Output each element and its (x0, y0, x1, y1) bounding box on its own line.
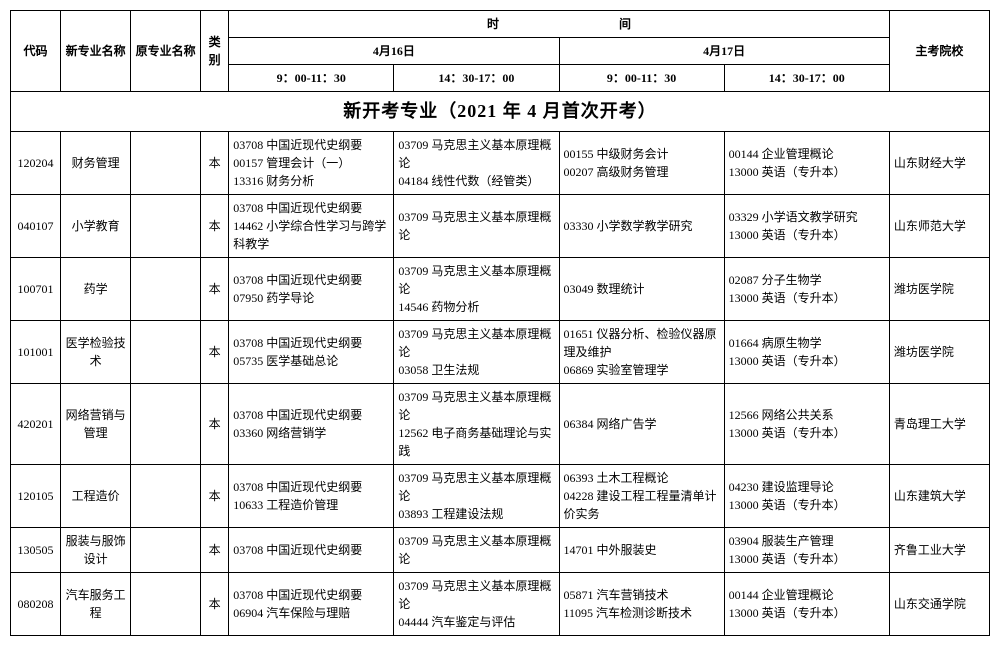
cell-day2-pm: 00144 企业管理概论13000 英语（专升本） (724, 132, 889, 195)
cell-day1-am: 03708 中国近现代史纲要10633 工程造价管理 (229, 465, 394, 528)
cell-day1-am: 03708 中国近现代史纲要 (229, 528, 394, 573)
header-orig-major: 原专业名称 (131, 11, 201, 92)
cell-category: 本 (201, 465, 229, 528)
cell-day2-pm: 04230 建设监理导论13000 英语（专升本） (724, 465, 889, 528)
cell-code: 040107 (11, 195, 61, 258)
cell-category: 本 (201, 258, 229, 321)
cell-day1-am: 03708 中国近现代史纲要06904 汽车保险与理赔 (229, 573, 394, 636)
cell-orig-major (131, 195, 201, 258)
cell-day1-pm: 03709 马克思主义基本原理概论04184 线性代数（经管类） (394, 132, 559, 195)
cell-day1-pm: 03709 马克思主义基本原理概论03893 工程建设法规 (394, 465, 559, 528)
cell-day1-pm: 03709 马克思主义基本原理概论14546 药物分析 (394, 258, 559, 321)
cell-school: 齐鲁工业大学 (889, 528, 989, 573)
cell-code: 101001 (11, 321, 61, 384)
cell-major-name: 工程造价 (61, 465, 131, 528)
header-d2-pm: 14：30-17：00 (724, 65, 889, 92)
cell-day2-pm: 02087 分子生物学13000 英语（专升本） (724, 258, 889, 321)
cell-major-name: 小学教育 (61, 195, 131, 258)
table-header: 代码 新专业名称 原专业名称 类别 时 间 主考院校 4月16日 4月17日 9… (11, 11, 990, 92)
cell-code: 100701 (11, 258, 61, 321)
cell-day1-pm: 03709 马克思主义基本原理概论 (394, 195, 559, 258)
cell-category: 本 (201, 132, 229, 195)
table-body: 新开考专业（2021 年 4 月首次开考） 120204财务管理本03708 中… (11, 92, 990, 636)
cell-day2-am: 06393 土木工程概论04228 建设工程工程量清单计价实务 (559, 465, 724, 528)
cell-day2-pm: 12566 网络公共关系13000 英语（专升本） (724, 384, 889, 465)
cell-orig-major (131, 573, 201, 636)
cell-major-name: 医学检验技术 (61, 321, 131, 384)
cell-day2-am: 03330 小学数学教学研究 (559, 195, 724, 258)
cell-day1-pm: 03709 马克思主义基本原理概论12562 电子商务基础理论与实践 (394, 384, 559, 465)
header-date1: 4月16日 (229, 38, 559, 65)
cell-day2-am: 14701 中外服装史 (559, 528, 724, 573)
table-row: 040107小学教育 本03708 中国近现代史纲要14462 小学综合性学习与跨… (11, 195, 990, 258)
cell-day1-am: 03708 中国近现代史纲要07950 药学导论 (229, 258, 394, 321)
cell-day1-am: 03708 中国近现代史纲要03360 网络营销学 (229, 384, 394, 465)
cell-school: 山东师范大学 (889, 195, 989, 258)
header-new-major: 新专业名称 (61, 11, 131, 92)
cell-orig-major (131, 465, 201, 528)
cell-day1-am: 03708 中国近现代史纲要00157 管理会计（一）13316 财务分析 (229, 132, 394, 195)
header-d1-am: 9：00-11：30 (229, 65, 394, 92)
header-school: 主考院校 (889, 11, 989, 92)
cell-day1-am: 03708 中国近现代史纲要05735 医学基础总论 (229, 321, 394, 384)
table-row: 130505服装与服饰设计 本03708 中国近现代史纲要03709 马克思主义基… (11, 528, 990, 573)
table-row: 120105工程造价 本03708 中国近现代史纲要10633 工程造价管理037… (11, 465, 990, 528)
header-time-group: 时 间 (229, 11, 890, 38)
cell-orig-major (131, 384, 201, 465)
header-date2: 4月17日 (559, 38, 889, 65)
table-row: 100701药学 本03708 中国近现代史纲要07950 药学导论03709 马… (11, 258, 990, 321)
cell-day2-am: 00155 中级财务会计00207 高级财务管理 (559, 132, 724, 195)
header-d2-am: 9：00-11：30 (559, 65, 724, 92)
cell-code: 080208 (11, 573, 61, 636)
cell-day2-am: 03049 数理统计 (559, 258, 724, 321)
header-code: 代码 (11, 11, 61, 92)
exam-schedule-table: 代码 新专业名称 原专业名称 类别 时 间 主考院校 4月16日 4月17日 9… (10, 10, 990, 636)
header-category: 类别 (201, 11, 229, 92)
cell-orig-major (131, 528, 201, 573)
cell-category: 本 (201, 384, 229, 465)
cell-day2-am: 01651 仪器分析、检验仪器原理及维护06869 实验室管理学 (559, 321, 724, 384)
cell-day2-pm: 03904 服装生产管理13000 英语（专升本） (724, 528, 889, 573)
section-title: 新开考专业（2021 年 4 月首次开考） (11, 92, 990, 132)
cell-major-name: 网络营销与管理 (61, 384, 131, 465)
cell-orig-major (131, 132, 201, 195)
cell-day1-pm: 03709 马克思主义基本原理概论 (394, 528, 559, 573)
table-row: 420201网络营销与管理本03708 中国近现代史纲要03360 网络营销学0… (11, 384, 990, 465)
cell-major-name: 财务管理 (61, 132, 131, 195)
cell-school: 山东交通学院 (889, 573, 989, 636)
cell-orig-major (131, 258, 201, 321)
cell-school: 山东建筑大学 (889, 465, 989, 528)
table-row: 080208汽车服务工程 本03708 中国近现代史纲要06904 汽车保险与理赔… (11, 573, 990, 636)
cell-code: 120105 (11, 465, 61, 528)
cell-day1-pm: 03709 马克思主义基本原理概论03058 卫生法规 (394, 321, 559, 384)
table-row: 101001医学检验技术本03708 中国近现代史纲要05735 医学基础总论0… (11, 321, 990, 384)
cell-day2-pm: 01664 病原生物学13000 英语（专升本） (724, 321, 889, 384)
cell-major-name: 汽车服务工程 (61, 573, 131, 636)
cell-school: 山东财经大学 (889, 132, 989, 195)
cell-category: 本 (201, 321, 229, 384)
cell-day1-am: 03708 中国近现代史纲要14462 小学综合性学习与跨学科教学 (229, 195, 394, 258)
cell-day2-pm: 03329 小学语文教学研究13000 英语（专升本） (724, 195, 889, 258)
cell-major-name: 服装与服饰设计 (61, 528, 131, 573)
cell-day1-pm: 03709 马克思主义基本原理概论04444 汽车鉴定与评估 (394, 573, 559, 636)
cell-category: 本 (201, 573, 229, 636)
cell-code: 420201 (11, 384, 61, 465)
cell-major-name: 药学 (61, 258, 131, 321)
header-d1-pm: 14：30-17：00 (394, 65, 559, 92)
cell-day2-am: 06384 网络广告学 (559, 384, 724, 465)
cell-day2-pm: 00144 企业管理概论13000 英语（专升本） (724, 573, 889, 636)
cell-school: 青岛理工大学 (889, 384, 989, 465)
cell-day2-am: 05871 汽车营销技术11095 汽车检测诊断技术 (559, 573, 724, 636)
cell-school: 潍坊医学院 (889, 258, 989, 321)
cell-category: 本 (201, 528, 229, 573)
cell-code: 120204 (11, 132, 61, 195)
cell-category: 本 (201, 195, 229, 258)
cell-orig-major (131, 321, 201, 384)
cell-school: 潍坊医学院 (889, 321, 989, 384)
table-row: 120204财务管理 本03708 中国近现代史纲要00157 管理会计（一）13… (11, 132, 990, 195)
cell-code: 130505 (11, 528, 61, 573)
